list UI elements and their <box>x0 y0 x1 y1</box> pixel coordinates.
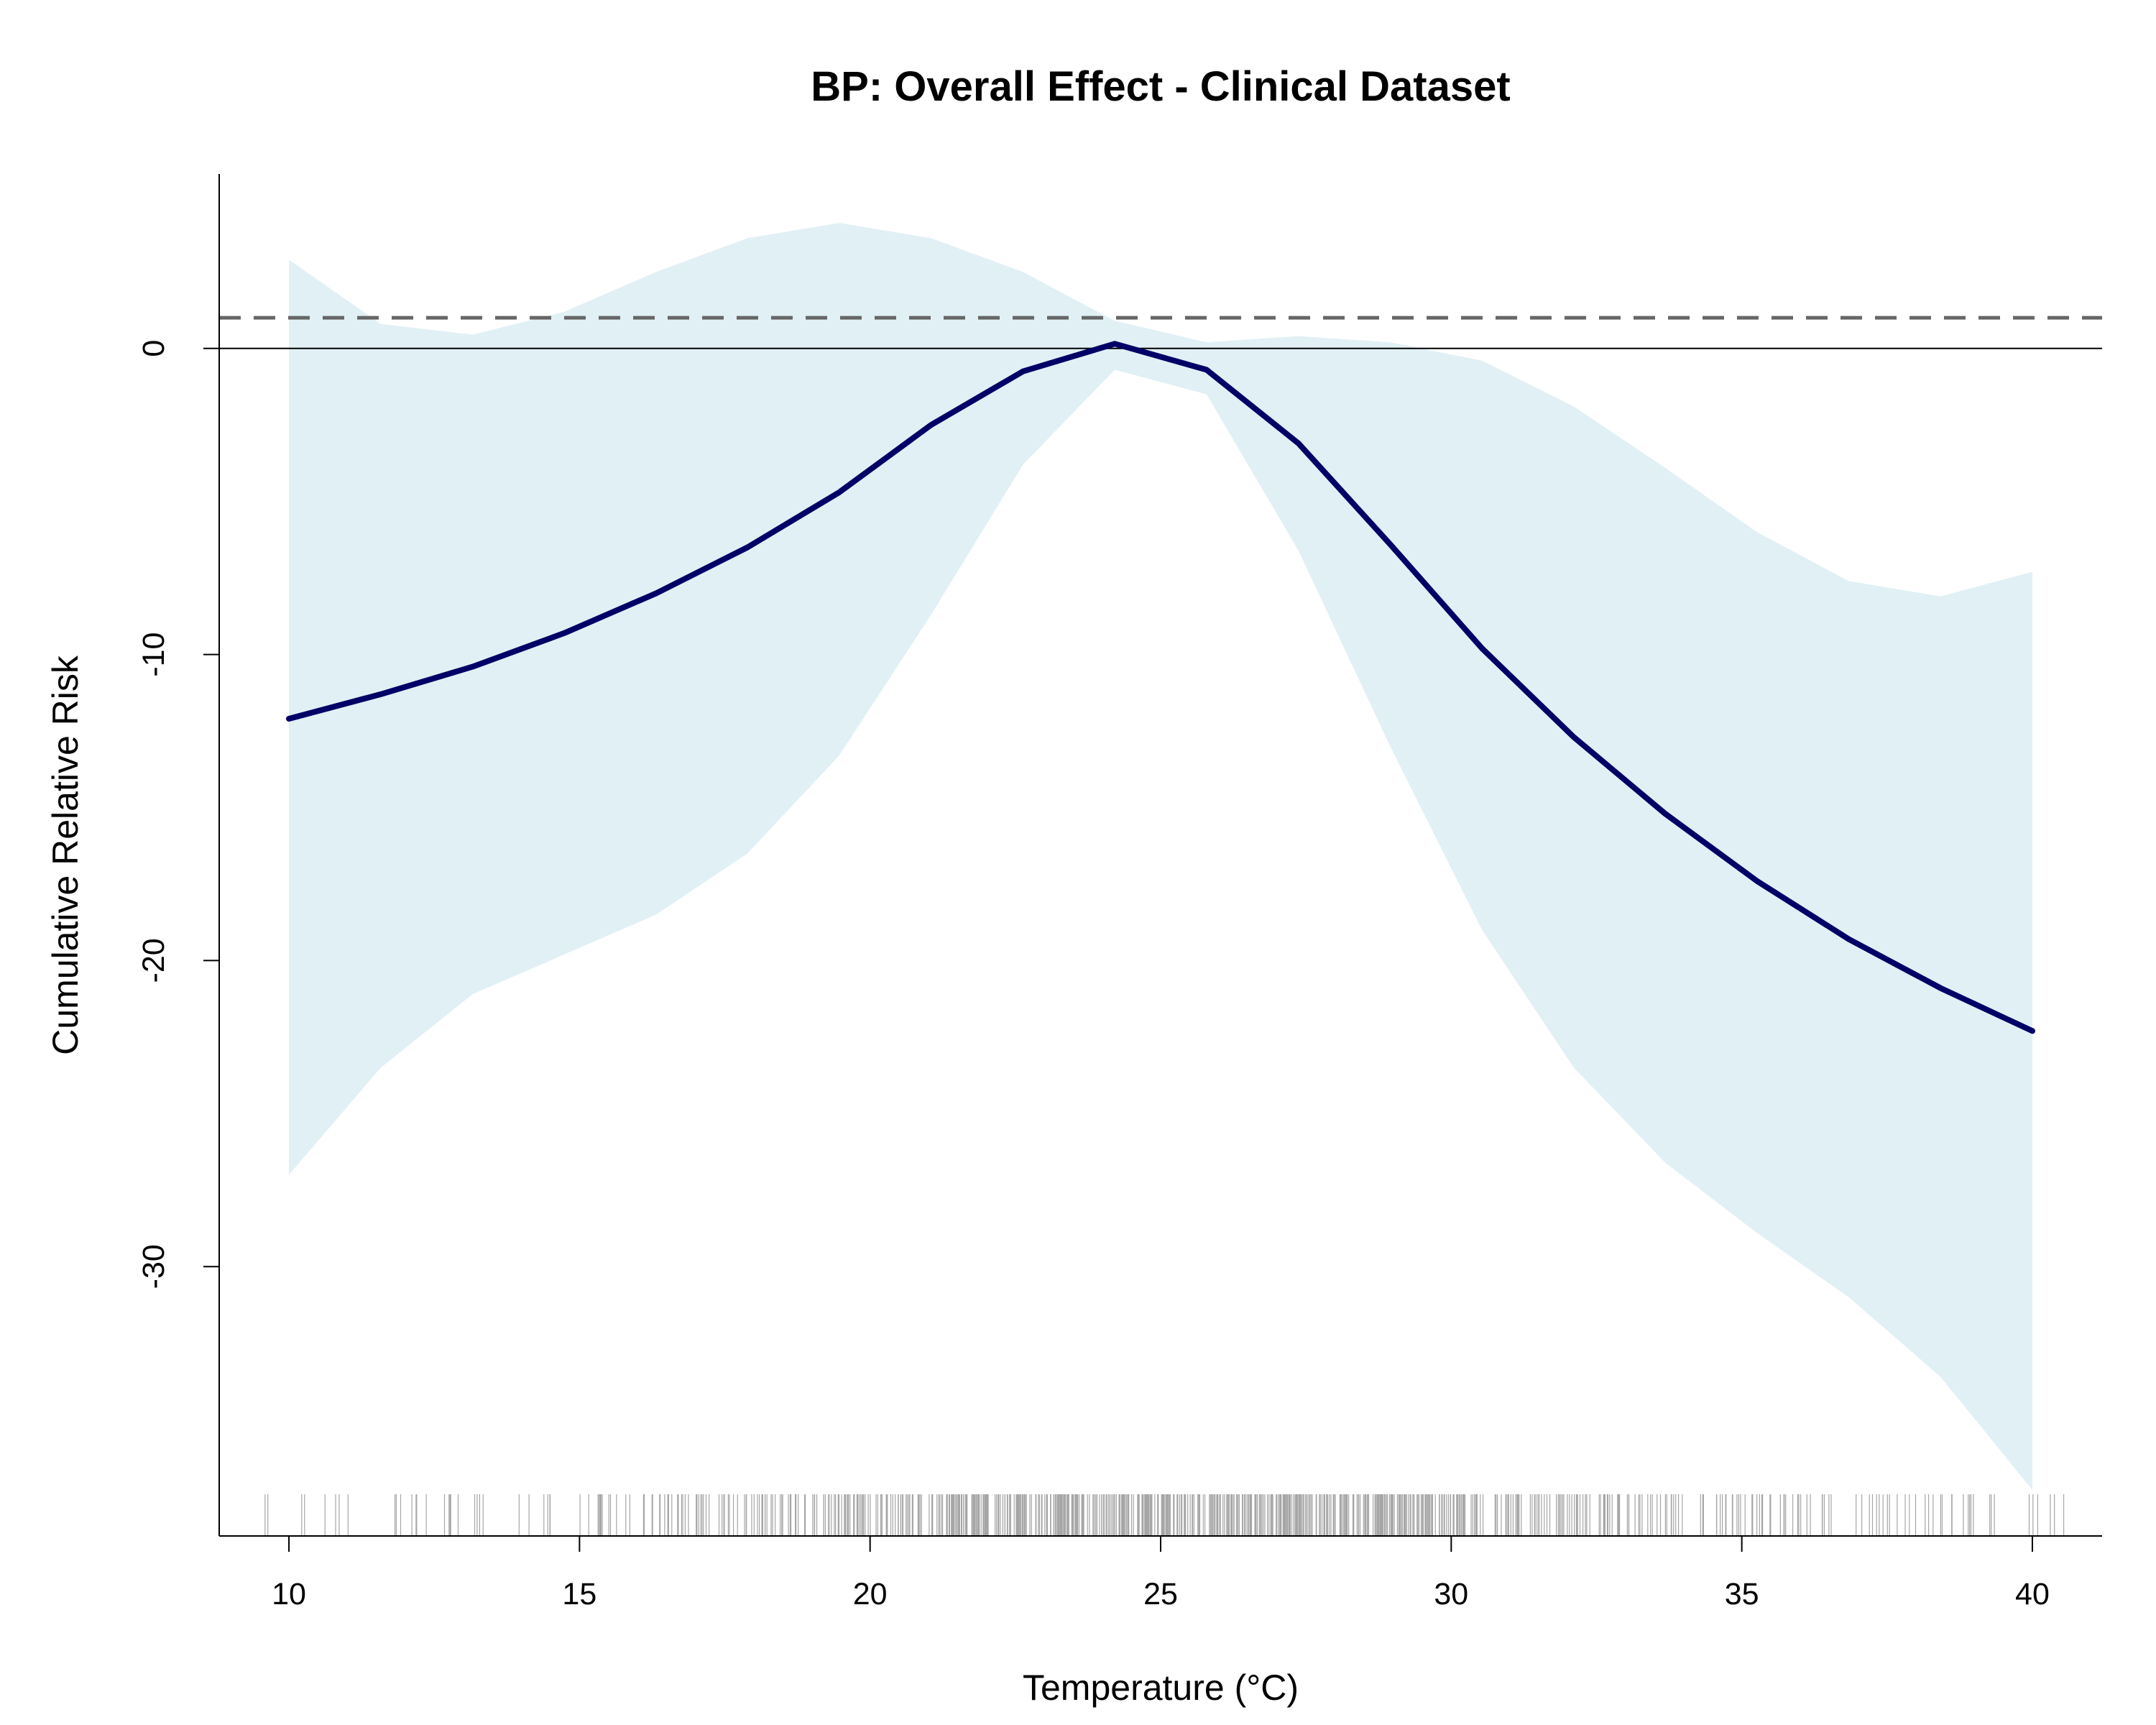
confidence-band <box>289 223 2032 1491</box>
confidence-band-layer <box>289 223 2032 1491</box>
x-tick-label: 35 <box>1725 1577 1759 1611</box>
x-tick-label: 25 <box>1143 1577 1178 1611</box>
y-axis-label: Cumulative Relative Risk <box>45 655 86 1055</box>
x-tick-label: 10 <box>272 1577 306 1611</box>
x-ticks: 10 15 20 25 30 35 40 <box>272 1536 2050 1611</box>
y-tick-label: -20 <box>137 938 171 983</box>
x-tick-label: 40 <box>2015 1577 2050 1611</box>
rug-plot <box>264 1494 2065 1536</box>
y-tick-label: -30 <box>137 1244 171 1289</box>
effect-line <box>286 341 2035 1034</box>
x-tick-label: 20 <box>853 1577 888 1611</box>
x-tick-label: 30 <box>1434 1577 1468 1611</box>
x-tick-label: 15 <box>562 1577 596 1611</box>
y-tick-label: -10 <box>137 632 171 677</box>
rug-marks <box>264 1494 2065 1536</box>
y-ticks: 0 -10 -20 -30 <box>137 340 219 1289</box>
x-axis-label: Temperature (°C) <box>1023 1668 1299 1708</box>
y-tick-label: 0 <box>137 340 171 357</box>
reference-lines <box>219 316 2102 349</box>
effect-line-layer <box>286 341 2035 1034</box>
chart-title: BP: Overall Effect - Clinical Dataset <box>811 63 1510 110</box>
